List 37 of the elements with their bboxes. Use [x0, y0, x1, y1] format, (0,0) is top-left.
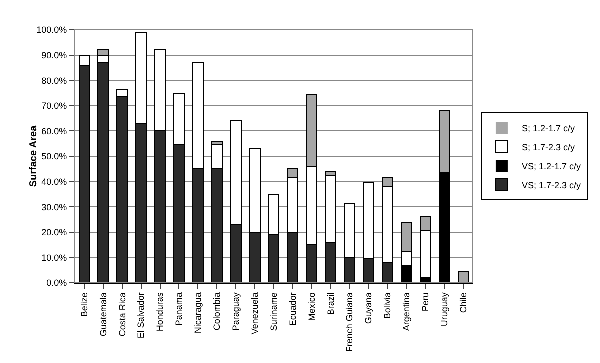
x-tick-label: Costa Rica: [117, 292, 128, 337]
x-tick-label: El Salvador: [136, 292, 146, 339]
x-tick-label: Uruguay: [439, 292, 450, 327]
x-tick-label: Brazil: [326, 292, 336, 316]
x-tick-label: Peru: [420, 292, 431, 312]
x-tick-label: Panama: [174, 292, 184, 326]
legend-label: VS; 1.7-2.3 c/y: [522, 180, 582, 191]
x-tick-label: French Guiana: [344, 292, 355, 352]
y-tick-label: 10.0%: [42, 252, 68, 263]
x-tick-label: Suriname: [268, 292, 279, 332]
x-tick-label: Ecuador: [288, 292, 298, 326]
x-tick-label: Venezuela: [250, 292, 260, 335]
x-tick-label: Mexico: [306, 292, 317, 322]
x-tick-label: Honduras: [155, 292, 166, 332]
y-tick-label: 50.0%: [42, 152, 68, 162]
x-tick-label: Argentina: [402, 292, 412, 332]
y-tick-label: 80.0%: [42, 76, 68, 86]
x-tick-label: Guyana: [364, 292, 374, 324]
y-tick-label: 40.0%: [42, 176, 68, 187]
y-axis-title: Surface Area: [28, 125, 40, 188]
y-tick-label: 90.0%: [42, 50, 68, 60]
x-tick-label: Colombia: [212, 292, 222, 331]
y-tick-label: 0.0%: [46, 278, 68, 288]
x-tick-label: Guatemala: [98, 292, 108, 337]
x-tick-label: Belize: [79, 292, 90, 318]
y-tick-label: 30.0%: [42, 202, 68, 212]
x-tick-label: Bolivia: [382, 292, 393, 320]
legend-label: VS; 1.2-1.7 c/y: [522, 162, 582, 172]
x-tick-label: Nicaragua: [193, 292, 204, 334]
y-tick-label: 60.0%: [42, 126, 68, 136]
y-tick-label: 20.0%: [42, 228, 68, 238]
x-tick-label: Paraguay: [231, 292, 242, 332]
y-tick-label: 100.0%: [36, 25, 68, 36]
legend-label: S; 1.7-2.3 c/y: [522, 142, 576, 153]
x-tick-label: Chile: [458, 292, 468, 314]
y-tick-label: 70.0%: [42, 101, 68, 112]
legend-label: S; 1.2-1.7 c/y: [522, 124, 576, 134]
